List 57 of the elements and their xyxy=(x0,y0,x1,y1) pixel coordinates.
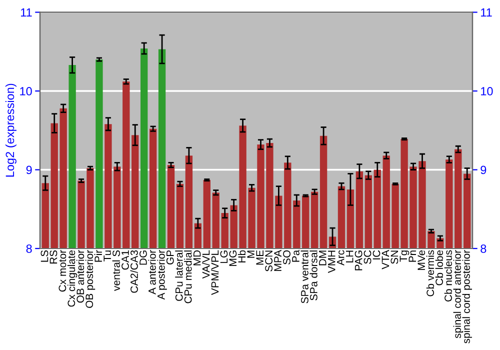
x-tick-label: Cb vermis xyxy=(426,250,434,296)
x-tick-label: ME xyxy=(256,250,264,265)
x-tick-label: Cb lobe xyxy=(435,250,443,286)
x-tick-label: ventral S xyxy=(112,250,120,291)
x-tick-label: VTA xyxy=(382,250,390,270)
x-tick-label: Hb xyxy=(238,250,246,262)
x-tick-label: LH xyxy=(346,250,354,262)
x-tick-label: SC xyxy=(364,250,372,264)
x-tick-label: LG xyxy=(220,250,228,263)
x-tick-label: spinal cord anterior xyxy=(453,250,463,338)
x-tick-label: OB anterior xyxy=(76,250,84,303)
x-tick-label: MPA xyxy=(274,250,282,271)
y-axis-title: Log2 (expression) xyxy=(5,84,16,177)
x-tick-label: MG xyxy=(229,250,237,266)
y2-tick-label: 11 xyxy=(481,8,492,17)
x-tick-label: CPu medial xyxy=(184,250,192,304)
x-tick-label: GP xyxy=(166,250,174,264)
y-tick-label: 8 xyxy=(26,244,32,253)
x-tick-label: SCN xyxy=(265,250,273,272)
x-tick-label: IC xyxy=(372,250,380,260)
x-tick-label: SO xyxy=(283,250,290,264)
x-tick-label: MVe xyxy=(418,250,426,270)
x-tick-label: A anterior xyxy=(148,250,156,294)
x-tick-label: Cx cingulate xyxy=(67,250,78,307)
x-tick-label: SPa ventral xyxy=(300,250,308,304)
x-tick-label: Tg xyxy=(400,250,410,262)
x-tick-label: LS xyxy=(40,250,48,262)
x-tick-label: Cb nucleus xyxy=(444,250,452,302)
x-tick-label: CPu lateral xyxy=(175,250,183,301)
x-tick-label: VPM/VPL xyxy=(211,250,219,295)
x-tick-label: spinal cord posterior xyxy=(462,250,472,344)
x-tick-label: Tu xyxy=(104,250,111,262)
x-tick-label: MD xyxy=(193,250,201,266)
x-tick-label: VA/VL xyxy=(202,250,210,279)
x-tick-label: OB posterior xyxy=(85,250,96,308)
x-tick-label: Pn xyxy=(408,250,416,262)
x-tick-label: CA2/CA3 xyxy=(130,250,138,293)
y2-tick-label: 9 xyxy=(480,166,486,174)
x-tick-label: CA1 xyxy=(122,250,129,270)
x-tick-label: SPa dorsal xyxy=(310,250,318,300)
x-tick-label: VMH xyxy=(328,250,336,273)
x-tick-label: PAG xyxy=(354,250,362,270)
x-tick-label: M xyxy=(247,250,254,258)
x-tick-label: DG xyxy=(140,250,147,265)
x-tick-label: Pir xyxy=(94,250,102,262)
x-tick-label: Pa xyxy=(292,250,300,262)
y-tick-label: 11 xyxy=(21,8,32,17)
x-tick-label: Arc xyxy=(337,250,344,266)
x-tick-label: A posterior xyxy=(157,250,167,300)
x-tick-label: Cx motor xyxy=(58,250,66,292)
x-tick-label: SN xyxy=(390,250,398,264)
y2-tick-label: 8 xyxy=(480,244,486,253)
x-tick-label: RS xyxy=(50,250,58,264)
y-tick-label: 9 xyxy=(26,166,32,174)
y-tick-label: 10 xyxy=(20,87,32,96)
y2-tick-label: 10 xyxy=(481,87,493,96)
x-tick-label: DM xyxy=(319,250,326,266)
